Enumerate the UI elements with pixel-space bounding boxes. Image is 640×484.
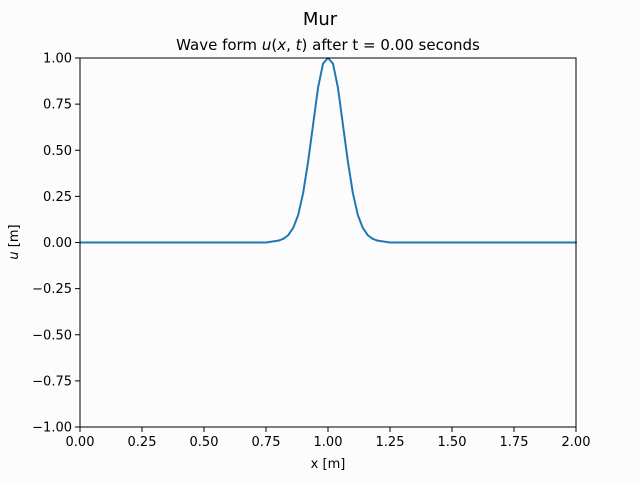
x-tick-label: 0.50 (190, 435, 219, 450)
x-tick-label: 1.75 (500, 435, 529, 450)
x-tick-label: 1.50 (438, 435, 467, 450)
y-axis-ticks: −1.00 −0.75 −0.50 −0.25 0.00 0.25 0.50 0.75 1.00 (32, 52, 80, 436)
chart-title-x: x (276, 36, 286, 54)
y-tick-label: 0.00 (43, 236, 72, 251)
axes-frame (79, 57, 577, 428)
x-tick-label: 1.25 (376, 435, 405, 450)
y-tick-label: −0.50 (32, 328, 72, 343)
x-tick-label: 0.25 (128, 435, 157, 450)
chart-title-u: u (262, 36, 272, 54)
x-axis-label: x [m] (311, 457, 346, 472)
x-tick-label: 2.00 (562, 435, 591, 450)
chart-title-t: t (296, 36, 303, 54)
chart-title: Wave form u(x, t) after t = 0.00 seconds (176, 36, 480, 54)
figure-suptitle: Mur (303, 9, 338, 30)
x-tick-label: 0.75 (252, 435, 281, 450)
y-tick-label: 0.75 (43, 98, 72, 113)
y-axis-label-unit: [m] (7, 224, 22, 251)
y-axis-label-symbol: u (7, 251, 22, 259)
y-tick-label: 1.00 (43, 52, 72, 67)
chart-title-prefix: Wave form (176, 36, 262, 54)
x-axis-ticks: 0.00 0.25 0.50 0.75 1.00 1.25 1.50 1.75 2.00 (66, 427, 591, 450)
x-tick-label: 0.00 (66, 435, 95, 450)
y-tick-label: −1.00 (32, 421, 72, 436)
chart-title-suffix: after t = 0.00 seconds (307, 36, 480, 54)
y-tick-label: −0.75 (32, 374, 72, 389)
y-tick-label: 0.50 (43, 144, 72, 159)
x-tick-label: 1.00 (314, 435, 343, 450)
y-axis-label: u [m] (7, 224, 22, 259)
y-tick-label: 0.25 (43, 190, 72, 205)
y-tick-label: −0.25 (32, 282, 72, 297)
